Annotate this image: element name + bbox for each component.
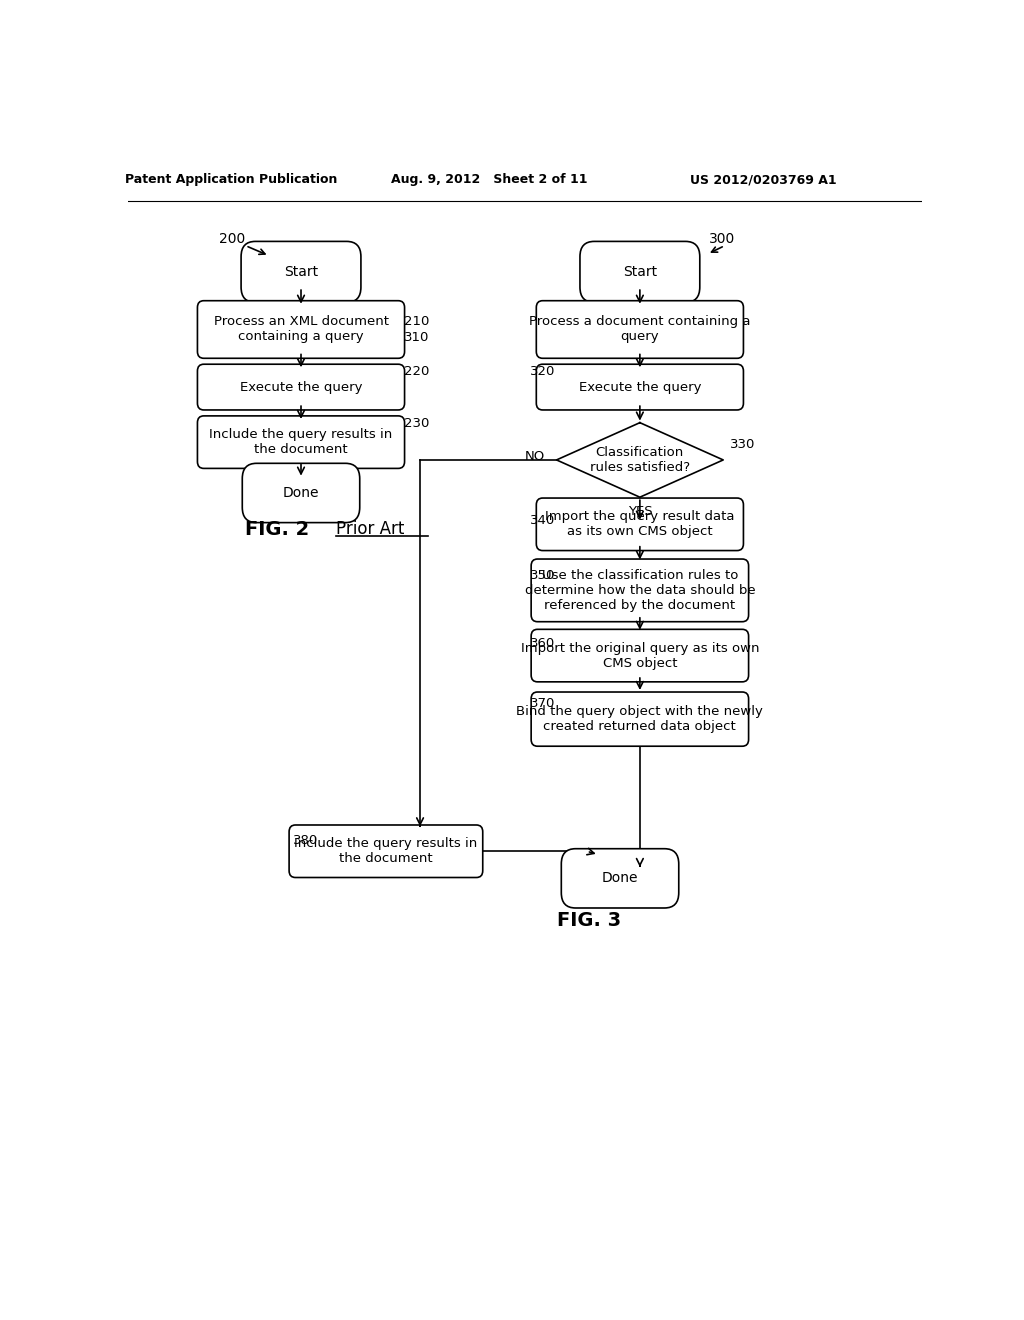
Text: Bind the query object with the newly
created returned data object: Bind the query object with the newly cre… bbox=[516, 705, 763, 733]
Text: Patent Application Publication: Patent Application Publication bbox=[125, 173, 337, 186]
Text: NO: NO bbox=[524, 450, 545, 463]
Text: Done: Done bbox=[283, 486, 319, 500]
FancyBboxPatch shape bbox=[537, 301, 743, 358]
Text: 210: 210 bbox=[404, 314, 429, 327]
Text: Start: Start bbox=[623, 265, 657, 279]
Text: 370: 370 bbox=[530, 697, 556, 710]
FancyBboxPatch shape bbox=[580, 242, 699, 302]
Text: 360: 360 bbox=[530, 638, 556, 651]
FancyBboxPatch shape bbox=[531, 560, 749, 622]
Text: Classification
rules satisfied?: Classification rules satisfied? bbox=[590, 446, 690, 474]
FancyBboxPatch shape bbox=[537, 364, 743, 411]
FancyBboxPatch shape bbox=[243, 463, 359, 523]
Text: Include the query results in
the document: Include the query results in the documen… bbox=[209, 428, 392, 457]
FancyBboxPatch shape bbox=[531, 692, 749, 746]
Text: FIG. 3: FIG. 3 bbox=[557, 911, 621, 931]
Text: 300: 300 bbox=[709, 232, 735, 246]
Text: 310: 310 bbox=[404, 331, 429, 345]
FancyBboxPatch shape bbox=[198, 416, 404, 469]
FancyBboxPatch shape bbox=[531, 630, 749, 682]
Polygon shape bbox=[557, 422, 723, 498]
Text: 320: 320 bbox=[530, 366, 556, 379]
Text: 380: 380 bbox=[293, 834, 318, 846]
FancyBboxPatch shape bbox=[198, 301, 404, 358]
Text: Aug. 9, 2012   Sheet 2 of 11: Aug. 9, 2012 Sheet 2 of 11 bbox=[391, 173, 588, 186]
Text: 330: 330 bbox=[729, 438, 755, 451]
Text: FIG. 2: FIG. 2 bbox=[246, 520, 309, 539]
Text: Process an XML document
containing a query: Process an XML document containing a que… bbox=[214, 315, 388, 343]
Text: Start: Start bbox=[284, 265, 318, 279]
Text: US 2012/0203769 A1: US 2012/0203769 A1 bbox=[689, 173, 837, 186]
Text: 200: 200 bbox=[219, 232, 246, 246]
Text: 340: 340 bbox=[530, 515, 556, 528]
Text: Use the classification rules to
determine how the data should be
referenced by t: Use the classification rules to determin… bbox=[524, 569, 755, 612]
FancyBboxPatch shape bbox=[198, 364, 404, 411]
FancyBboxPatch shape bbox=[241, 242, 360, 302]
Text: Process a document containing a
query: Process a document containing a query bbox=[529, 315, 751, 343]
Text: Execute the query: Execute the query bbox=[579, 380, 701, 393]
Text: 220: 220 bbox=[404, 366, 429, 379]
Text: Done: Done bbox=[602, 871, 638, 886]
Text: YES: YES bbox=[628, 506, 652, 517]
Text: 350: 350 bbox=[530, 569, 556, 582]
Text: Import the original query as its own
CMS object: Import the original query as its own CMS… bbox=[520, 642, 759, 669]
FancyBboxPatch shape bbox=[289, 825, 482, 878]
FancyBboxPatch shape bbox=[537, 498, 743, 550]
Text: Execute the query: Execute the query bbox=[240, 380, 362, 393]
Text: Prior Art: Prior Art bbox=[336, 520, 404, 539]
Text: 230: 230 bbox=[404, 417, 429, 430]
FancyBboxPatch shape bbox=[561, 849, 679, 908]
Text: Import the query result data
as its own CMS object: Import the query result data as its own … bbox=[545, 511, 734, 539]
Text: Include the query results in
the document: Include the query results in the documen… bbox=[294, 837, 477, 865]
